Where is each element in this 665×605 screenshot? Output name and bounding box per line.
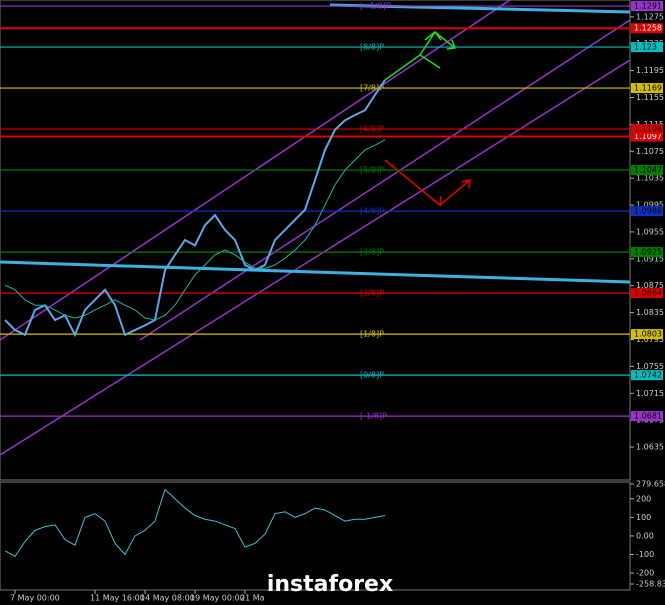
price-box-label: 1.1108 bbox=[634, 125, 662, 134]
y-tick-label: 1.0755 bbox=[636, 362, 664, 371]
y-tick-label: 1.1075 bbox=[636, 147, 664, 156]
price-box-label: 1.0925 bbox=[634, 248, 662, 257]
y-tick-label: 1.0995 bbox=[636, 201, 664, 210]
y-tick-label: 279.6586 bbox=[636, 480, 665, 489]
y-tick-label: -258.834 bbox=[636, 580, 665, 589]
level-label: [5/8]P bbox=[360, 166, 384, 175]
series-line bbox=[4, 79, 386, 338]
trend-line bbox=[0, 260, 631, 284]
price-box bbox=[631, 1, 663, 12]
price-box-label: 1.1097 bbox=[634, 132, 662, 141]
level-label: [-1/8]P bbox=[360, 412, 387, 421]
price-box bbox=[631, 206, 663, 217]
price-panel bbox=[0, 0, 631, 481]
y-tick-label: 1.0635 bbox=[636, 443, 664, 452]
y-tick-label: 1.0955 bbox=[636, 227, 664, 236]
level-label: [0/8]P bbox=[360, 371, 384, 380]
logo: instaforex bbox=[267, 572, 393, 597]
price-box bbox=[631, 329, 663, 340]
y-tick-label: 1.0715 bbox=[636, 389, 664, 398]
level-label: [7/8]P bbox=[360, 84, 384, 93]
price-box-label: 1.123 bbox=[634, 43, 657, 52]
y-tick-label: 1.0795 bbox=[636, 335, 664, 344]
price-box-label: 1.0742 bbox=[634, 371, 662, 380]
level-label: [1/8]P bbox=[360, 330, 384, 339]
level-label: [4/8]P bbox=[360, 207, 384, 216]
y-tick-label: 1.0875 bbox=[636, 281, 664, 290]
price-box bbox=[631, 83, 663, 94]
y-tick-label: 0.00 bbox=[636, 531, 654, 540]
level-label: [8/8]P bbox=[360, 43, 384, 52]
series-line bbox=[4, 488, 386, 558]
level-label: [6/8]P bbox=[360, 125, 384, 134]
price-box bbox=[631, 42, 663, 53]
y-tick-label: 1.1035 bbox=[636, 174, 664, 183]
y-tick-label: -200 bbox=[636, 569, 654, 578]
price-box-label: 1.1169 bbox=[634, 84, 662, 93]
series-line bbox=[4, 139, 386, 321]
price-box-label: 1.0986 bbox=[634, 207, 662, 216]
price-box-label: 1.0803 bbox=[634, 330, 662, 339]
price-box bbox=[631, 370, 663, 381]
x-tick-label: 7 May 00:00 bbox=[10, 594, 60, 603]
y-tick-label: 1.1275 bbox=[636, 12, 664, 21]
x-tick-label: 11 May 16:00 bbox=[90, 594, 145, 603]
y-tick-label: 1.1155 bbox=[636, 93, 664, 102]
price-box bbox=[631, 131, 663, 142]
price-box-label: 1.1291 bbox=[634, 2, 662, 11]
y-tick-label: 100 bbox=[636, 513, 651, 522]
price-box-label: 1.0681 bbox=[634, 412, 662, 421]
y-tick-label: -100 bbox=[636, 550, 654, 559]
price-box-label: 1.0864 bbox=[634, 289, 662, 298]
price-box bbox=[631, 288, 663, 299]
price-box-label: 1.1047 bbox=[634, 166, 662, 175]
price-box bbox=[631, 411, 663, 422]
x-tick-label: 21 Ma bbox=[240, 594, 265, 603]
level-label: [3/8]P bbox=[360, 248, 384, 257]
price-box bbox=[631, 124, 663, 135]
price-box-label: 1.1258 bbox=[634, 24, 662, 33]
price-box bbox=[631, 23, 663, 34]
y-tick-label: 200 bbox=[636, 494, 651, 503]
y-tick-label: 1.0915 bbox=[636, 254, 664, 263]
price-box bbox=[631, 165, 663, 176]
price-box bbox=[631, 247, 663, 258]
level-label: [+1/8]P bbox=[360, 2, 391, 11]
y-tick-label: 1.1195 bbox=[636, 66, 664, 75]
forecast-arrows bbox=[384, 30, 471, 207]
x-tick-label: 19 May 00:00 bbox=[190, 594, 245, 603]
x-tick-label: 14 May 08:00 bbox=[140, 594, 195, 603]
y-tick-label: 1.0835 bbox=[636, 308, 664, 317]
level-label: [2/8]P bbox=[360, 289, 384, 298]
cci-panel bbox=[0, 481, 631, 591]
